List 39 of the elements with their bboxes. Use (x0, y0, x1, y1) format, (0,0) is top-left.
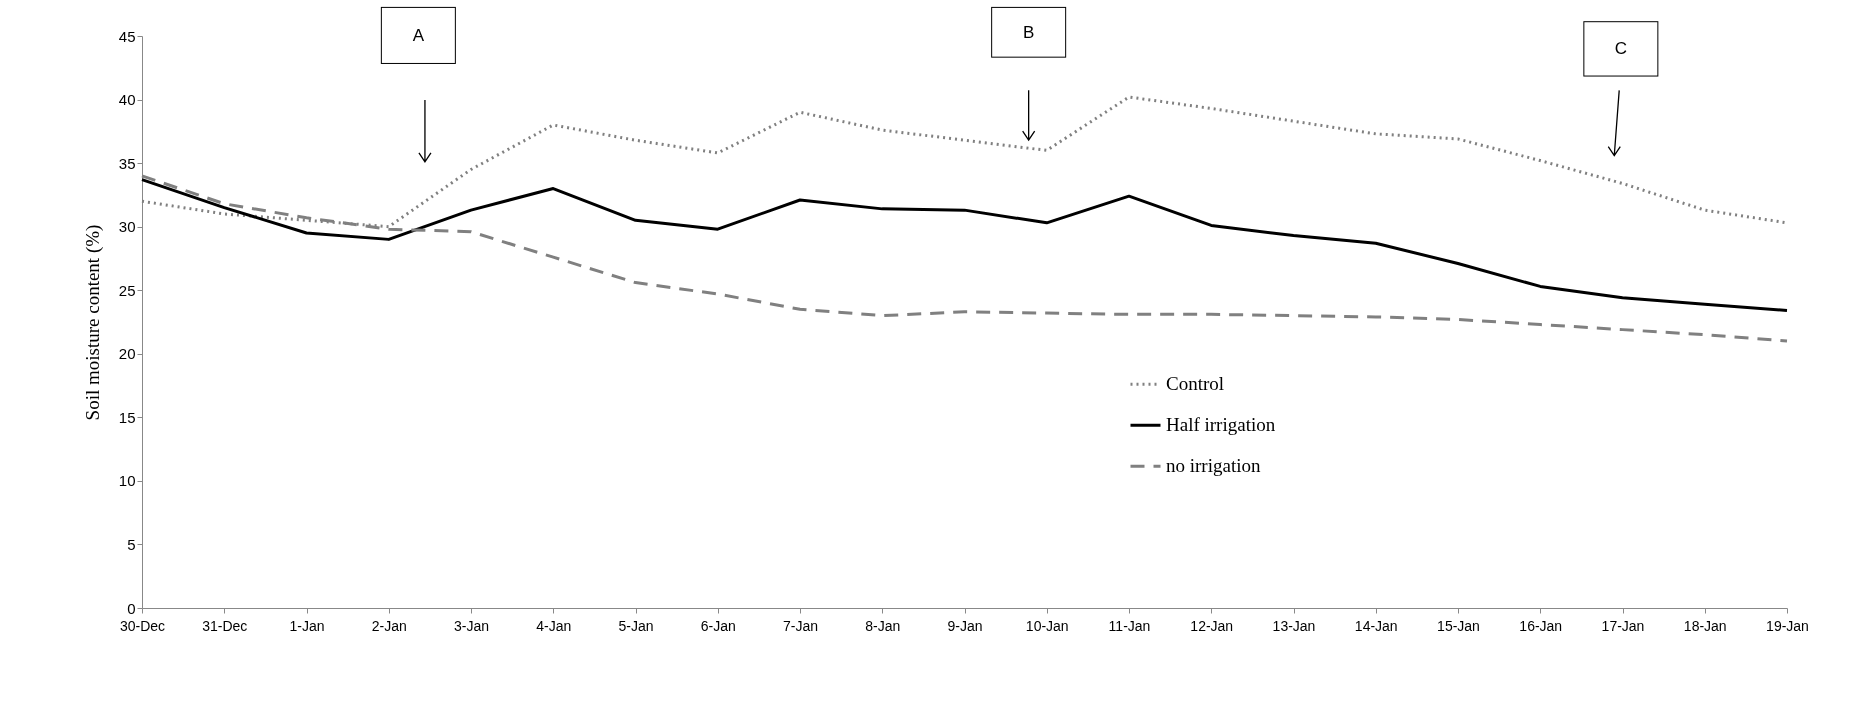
y-tick-label: 20 (118, 345, 136, 363)
x-tick-label: 31-Dec (202, 617, 248, 634)
x-tick-label: 11-Jan (1108, 617, 1151, 634)
x-tick-label: 14-Jan (1354, 617, 1398, 634)
legend-label: no irrigation (1166, 455, 1261, 477)
annotation: A (412, 25, 425, 45)
x-tick-label: 8-Jan (865, 617, 901, 634)
legend-label: Control (1166, 373, 1225, 395)
x-tick-label: 10-Jan (1025, 617, 1069, 634)
x-tick-label: 17-Jan (1601, 617, 1645, 634)
x-tick-label: 19-Jan (1766, 617, 1809, 634)
x-tick-label: 15-Jan (1437, 617, 1480, 634)
y-axis-title: Soil moisture content (%) (81, 224, 104, 421)
x-tick-label: 16-Jan (1519, 617, 1563, 634)
y-tick-label: 10 (118, 472, 136, 490)
x-tick-label: 18-Jan (1683, 617, 1727, 634)
y-tick-label: 40 (118, 91, 136, 109)
annotation: C (1614, 39, 1627, 59)
y-tick-label: 35 (118, 154, 136, 172)
x-tick-label: 30-Dec (119, 617, 166, 634)
y-tick-label: 45 (118, 27, 136, 45)
x-tick-label: 4-Jan (536, 617, 572, 634)
y-tick-label: 15 (118, 408, 136, 426)
annotation: B (1022, 22, 1035, 42)
y-tick-label: 30 (118, 218, 136, 236)
x-tick-label: 1-Jan (289, 617, 325, 634)
x-tick-label: 6-Jan (700, 617, 736, 634)
x-tick-label: 7-Jan (782, 617, 819, 634)
x-tick-label: 3-Jan (453, 617, 490, 634)
y-tick-label: 0 (127, 599, 136, 617)
line-series (140, 178, 1789, 313)
x-tick-label: 12-Jan (1190, 617, 1234, 634)
x-tick-label: 2-Jan (371, 617, 407, 634)
x-tick-label: 5-Jan (618, 617, 654, 634)
x-tick-label: 9-Jan (947, 617, 983, 634)
y-tick-label: 5 (127, 535, 136, 553)
legend-label: Half irrigation (1166, 414, 1276, 436)
y-tick-label: 25 (118, 281, 136, 299)
x-tick-label: 13-Jan (1272, 617, 1316, 634)
